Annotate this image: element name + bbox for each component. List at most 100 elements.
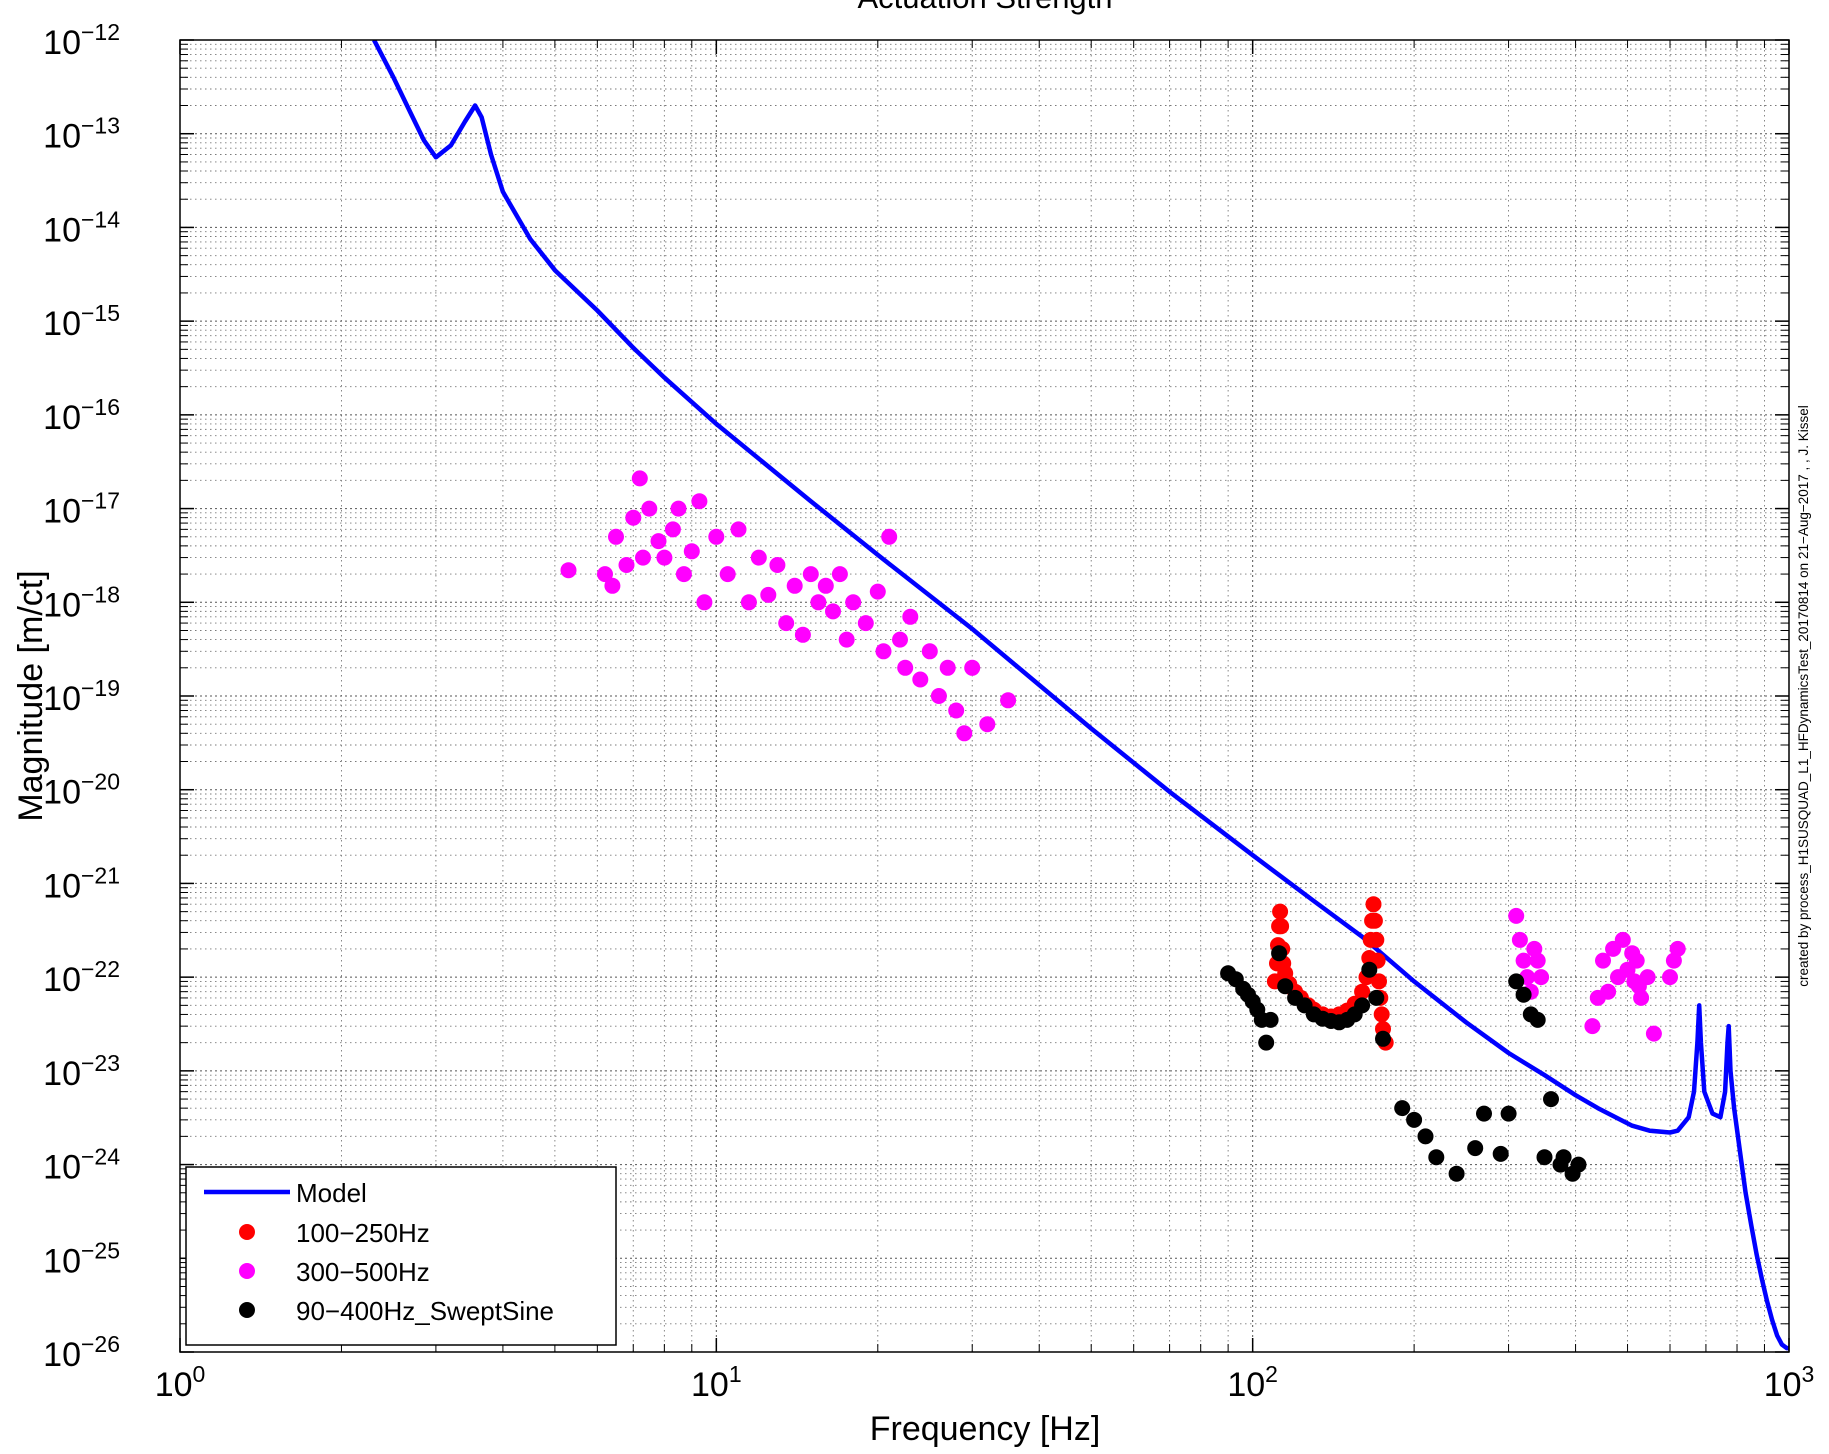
chart-title: Actuation Strength: [857, 0, 1112, 15]
legend-label-300-500hz: 300−500Hz: [296, 1257, 430, 1287]
y-tick-label-exponent: −24: [81, 1144, 120, 1170]
y-tick-label: 10−26: [43, 1331, 120, 1374]
y-tick-label-base: 10: [43, 118, 81, 156]
marker-series-2: [858, 615, 874, 631]
marker-series-2: [818, 578, 834, 594]
marker-series-3: [1406, 1112, 1422, 1128]
marker-series-2: [1670, 941, 1686, 957]
marker-series-2: [760, 587, 776, 603]
x-tick-labels: 100 101 102 103: [155, 1361, 1815, 1404]
x-tick-label: 101: [691, 1361, 742, 1404]
marker-series-2: [1615, 932, 1631, 948]
y-tick-label: 10−13: [43, 113, 120, 156]
y-tick-label: 10−15: [43, 300, 120, 343]
y-tick-label-base: 10: [43, 1242, 81, 1280]
marker-series-2: [651, 533, 667, 549]
marker-series-2: [922, 643, 938, 659]
marker-series-2: [608, 529, 624, 545]
marker-series-2: [632, 470, 648, 486]
y-tick-label-base: 10: [43, 493, 81, 531]
x-tick-label-exponent: 3: [1802, 1361, 1815, 1387]
marker-series-2: [897, 660, 913, 676]
marker-series-2: [876, 643, 892, 659]
marker-series-2: [751, 550, 767, 566]
y-tick-label: 10−14: [43, 206, 120, 249]
marker-series-2: [671, 501, 687, 517]
x-tick-label: 103: [1764, 1361, 1815, 1404]
marker-series-2: [1533, 969, 1549, 985]
marker-series-2: [720, 566, 736, 582]
marker-series-2: [1584, 1018, 1600, 1034]
marker-series-3: [1516, 987, 1532, 1003]
y-tick-label-exponent: −19: [81, 675, 120, 701]
x-tick-label-base: 10: [155, 1366, 193, 1404]
marker-series-2: [619, 557, 635, 573]
marker-series-2: [769, 557, 785, 573]
y-tick-label-base: 10: [43, 305, 81, 343]
y-tick-label-exponent: −20: [81, 769, 120, 795]
y-tick-label: 10−24: [43, 1144, 120, 1187]
marker-series-2: [1000, 692, 1016, 708]
marker-series-2: [625, 510, 641, 526]
marker-series-2: [1530, 953, 1546, 969]
side-annotation: created by process_H1SUSQUAD_L1_HFDynami…: [1796, 405, 1811, 987]
y-tick-label: 10−22: [43, 956, 120, 999]
x-tick-label-base: 10: [691, 1366, 729, 1404]
marker-series-3: [1428, 1149, 1444, 1165]
marker-series-2: [731, 521, 747, 537]
marker-series-2: [810, 594, 826, 610]
marker-series-3: [1543, 1091, 1559, 1107]
y-tick-label-base: 10: [43, 961, 81, 999]
marker-series-2: [795, 627, 811, 643]
marker-series-1: [1368, 932, 1384, 948]
x-tick-label-base: 10: [1227, 1366, 1265, 1404]
y-tick-labels: 10−1210−1310−1410−1510−1610−1710−1810−19…: [43, 19, 120, 1374]
marker-series-2: [635, 550, 651, 566]
y-tick-label: 10−17: [43, 488, 120, 531]
y-tick-label-base: 10: [43, 211, 81, 249]
marker-series-3: [1354, 997, 1370, 1013]
marker-series-1: [1272, 904, 1288, 920]
marker-series-1: [1273, 918, 1289, 934]
legend-swatch-300-500hz: [239, 1263, 255, 1279]
y-tick-label-exponent: −26: [81, 1331, 120, 1357]
marker-series-3: [1258, 1035, 1274, 1051]
y-tick-label: 10−20: [43, 769, 120, 812]
y-tick-label: 10−19: [43, 675, 120, 718]
marker-series-2: [1600, 984, 1616, 1000]
marker-series-2: [1508, 908, 1524, 924]
marker-series-3: [1501, 1106, 1517, 1122]
marker-series-2: [1662, 969, 1678, 985]
marker-series-2: [665, 521, 681, 537]
y-tick-label: 10−18: [43, 581, 120, 624]
marker-series-2: [881, 529, 897, 545]
marker-series-3: [1375, 1031, 1391, 1047]
marker-series-2: [691, 493, 707, 509]
y-tick-label-base: 10: [43, 1336, 81, 1374]
marker-series-2: [604, 578, 620, 594]
marker-series-3: [1537, 1149, 1553, 1165]
marker-series-3: [1449, 1166, 1465, 1182]
y-tick-label-exponent: −16: [81, 394, 120, 420]
marker-series-2: [1629, 953, 1645, 969]
y-tick-label-exponent: −23: [81, 1050, 120, 1076]
marker-series-3: [1476, 1106, 1492, 1122]
marker-series-2: [902, 609, 918, 625]
marker-series-2: [839, 632, 855, 648]
marker-series-2: [676, 566, 692, 582]
marker-series-2: [684, 543, 700, 559]
marker-series-2: [641, 501, 657, 517]
y-tick-label-exponent: −22: [81, 956, 120, 982]
marker-series-2: [940, 660, 956, 676]
marker-series-2: [912, 672, 928, 688]
marker-series-3: [1263, 1012, 1279, 1028]
marker-series-3: [1493, 1146, 1509, 1162]
y-tick-label: 10−21: [43, 862, 120, 905]
y-tick-label: 10−25: [43, 1237, 120, 1280]
y-tick-label-base: 10: [43, 867, 81, 905]
marker-series-1: [1366, 896, 1382, 912]
marker-series-2: [979, 716, 995, 732]
y-tick-label: 10−16: [43, 394, 120, 437]
marker-series-2: [656, 550, 672, 566]
marker-series-2: [696, 594, 712, 610]
